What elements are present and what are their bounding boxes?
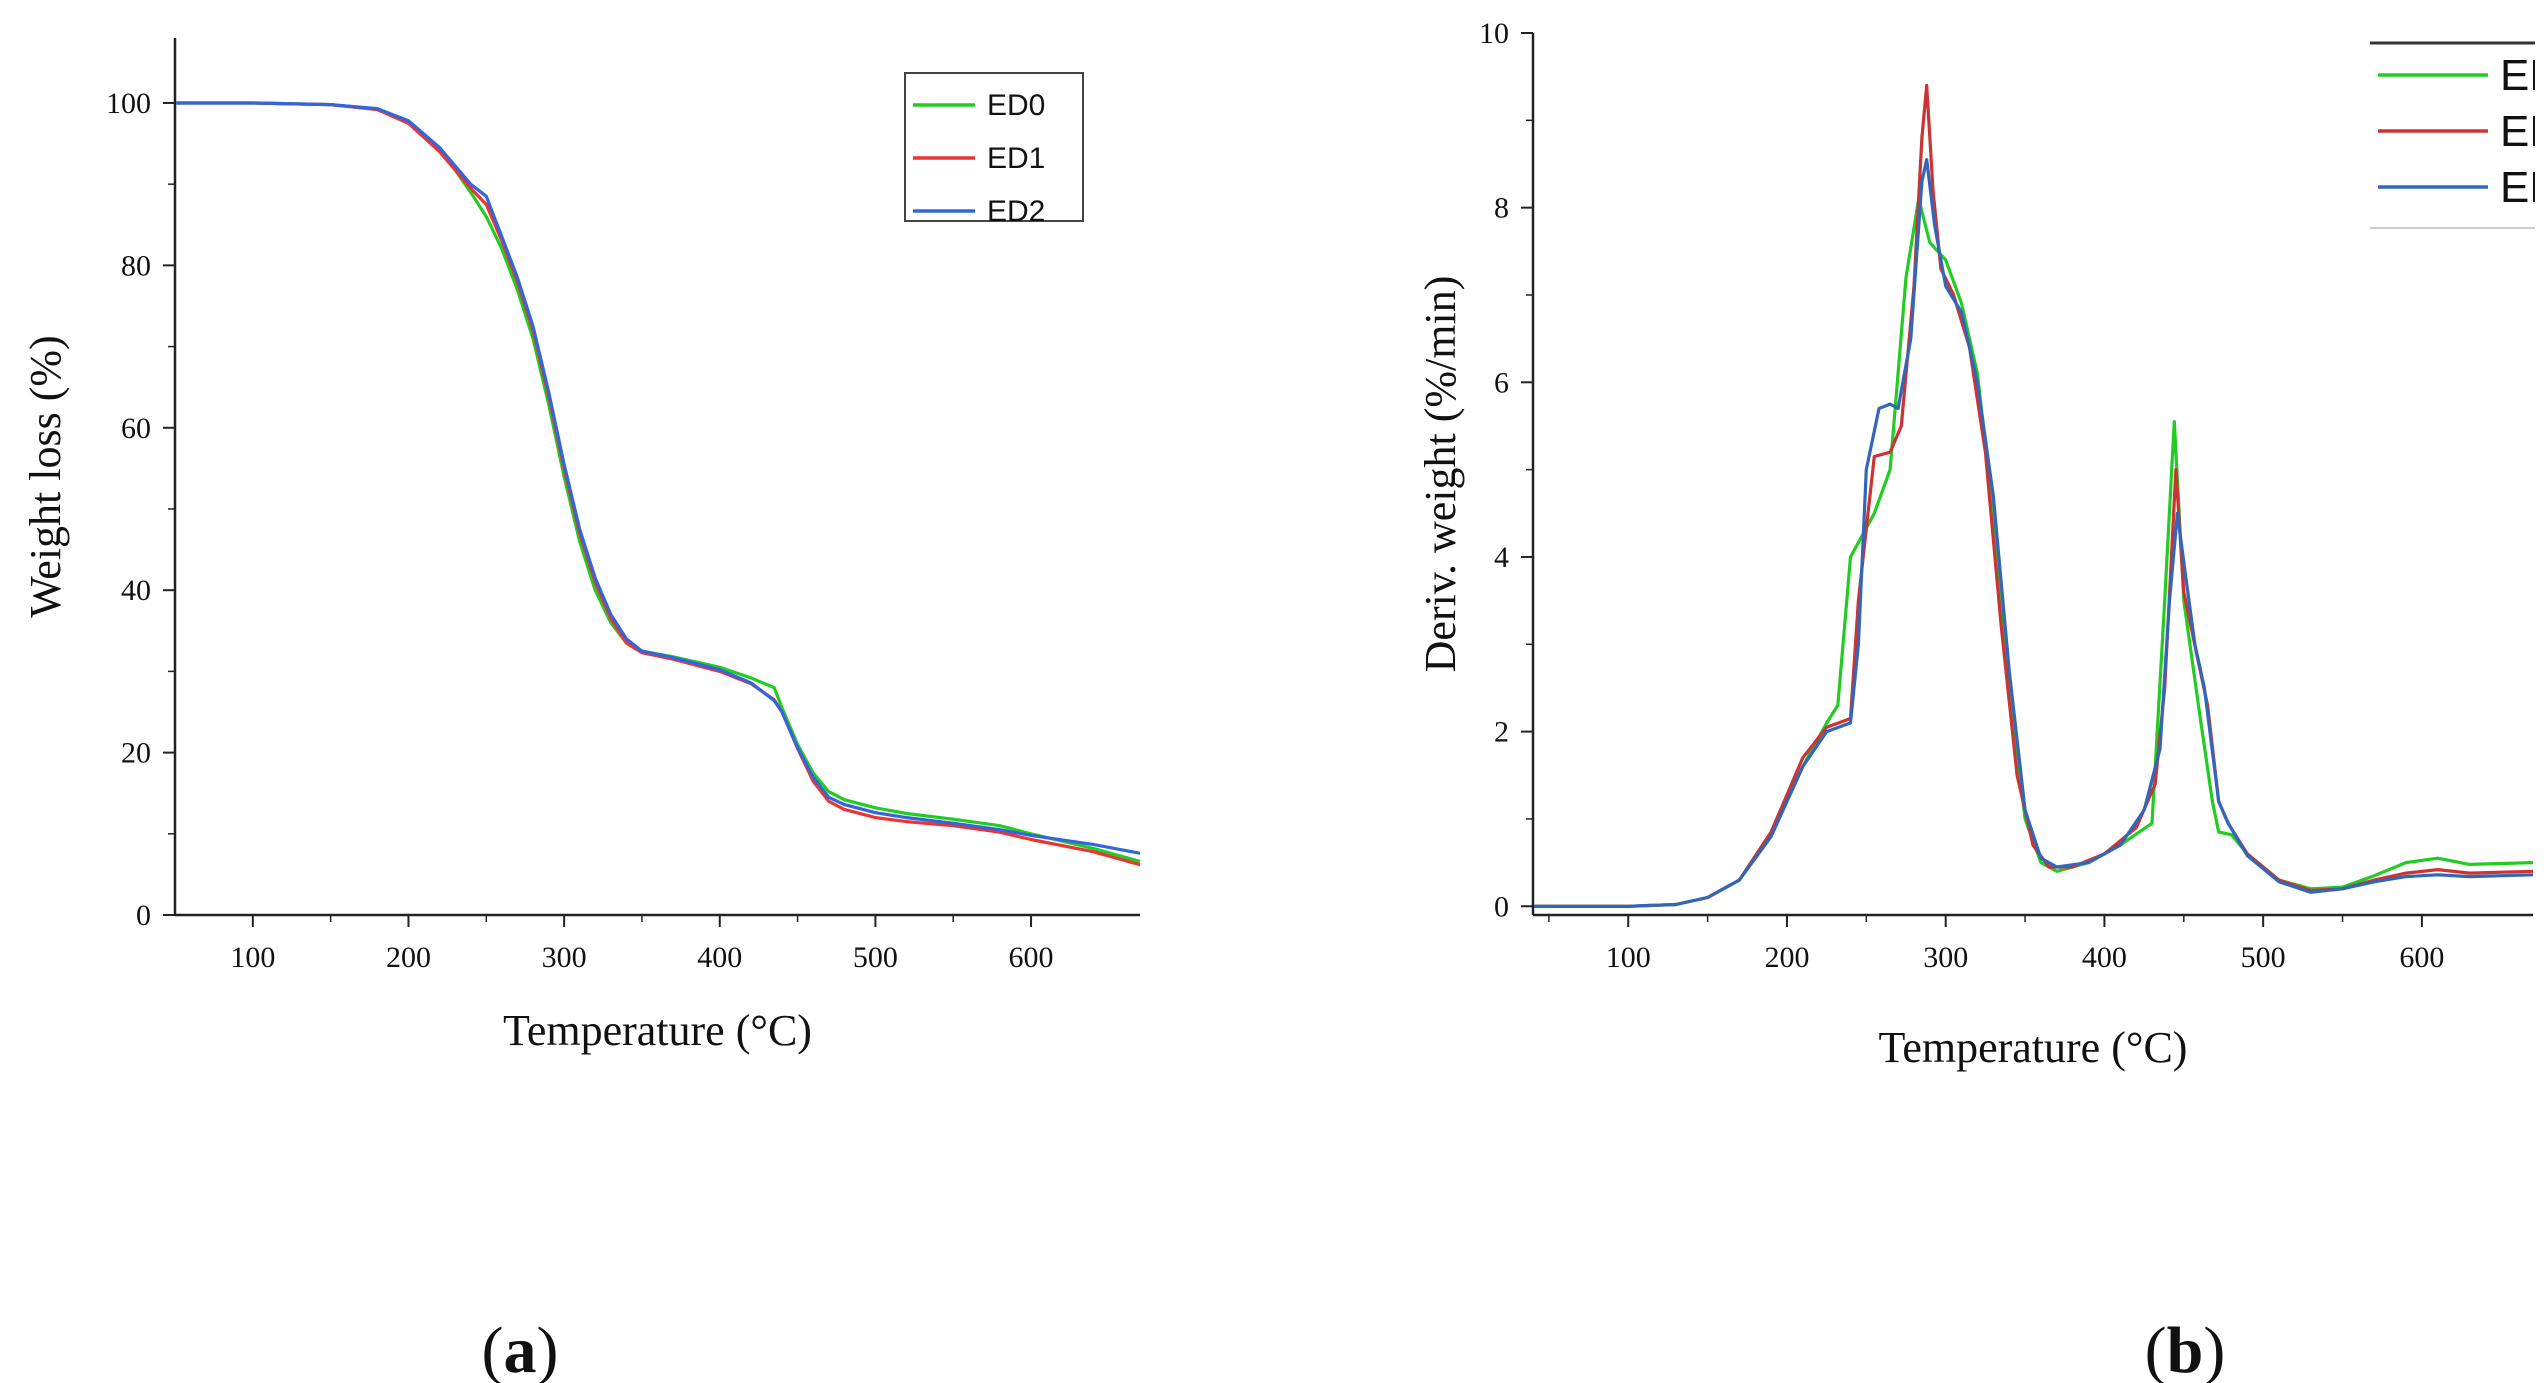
legend-label-2: ED — [2500, 163, 2548, 212]
y-tick-label-4: 4 — [1494, 541, 1509, 574]
y-tick-label-80: 80 — [121, 249, 151, 282]
y-axis-label: Deriv. weight (%/min) — [1416, 276, 1465, 673]
y-tick-label-10: 10 — [1479, 17, 1509, 50]
x-tick-label-300: 300 — [1923, 941, 1968, 974]
series-line-ed1-1 — [176, 101, 1141, 867]
y-tick-label-60: 60 — [121, 412, 151, 445]
legend-label-1: ED1 — [987, 142, 1045, 175]
chart-panel-a: 100 200 300 400 500 600 0 20 40 60 80 100 Temperatur… — [21, 38, 1141, 1383]
legend: ED ED ED — [2370, 41, 2548, 229]
x-tick-label-400: 400 — [2082, 941, 2127, 974]
x-tick-label-500: 500 — [853, 941, 898, 974]
x-tick-label-100: 100 — [1606, 941, 1651, 974]
x-tick-label-100: 100 — [230, 941, 275, 974]
panel-label-b: (b) — [2145, 1314, 2226, 1383]
y-axis-label: Weight loss (%) — [21, 335, 70, 617]
x-tick-label-600: 600 — [1009, 941, 1054, 974]
legend-label-0: ED — [2500, 51, 2548, 100]
y-tick-label-0: 0 — [1494, 890, 1509, 923]
y-tick-label-40: 40 — [121, 574, 151, 607]
y-tick-label-2: 2 — [1494, 716, 1509, 749]
x-tick-label-600: 600 — [2399, 941, 2444, 974]
legend-label-2: ED2 — [987, 195, 1045, 228]
x-tick-label-200: 200 — [386, 941, 431, 974]
panel-label-a: (a) — [482, 1314, 559, 1383]
series-line-ed-2 — [1534, 158, 2534, 908]
x-tick-label-200: 200 — [1764, 941, 1809, 974]
y-tick-label-6: 6 — [1494, 366, 1509, 399]
x-tick-label-400: 400 — [697, 941, 742, 974]
x-axis-label: Temperature (°C) — [1879, 1023, 2188, 1072]
y-tick-label-0: 0 — [136, 899, 151, 932]
y-tick-label-100: 100 — [106, 87, 151, 120]
y-tick-label-8: 8 — [1494, 192, 1509, 225]
legend: ED0 ED1 ED2 — [904, 72, 1084, 228]
legend-label-0: ED0 — [987, 89, 1045, 122]
chart-panel-b: 100 200 300 400 500 600 0 2 4 6 8 10 Temperature (°C… — [1416, 17, 2548, 1383]
legend-frame — [904, 72, 1084, 222]
y-tick-label-20: 20 — [121, 737, 151, 770]
x-axis-label: Temperature (°C) — [503, 1006, 812, 1055]
x-tick-label-300: 300 — [542, 941, 587, 974]
x-tick-label-500: 500 — [2241, 941, 2286, 974]
series-line-ed2-2 — [176, 101, 1141, 855]
legend-label-1: ED — [2500, 107, 2548, 156]
